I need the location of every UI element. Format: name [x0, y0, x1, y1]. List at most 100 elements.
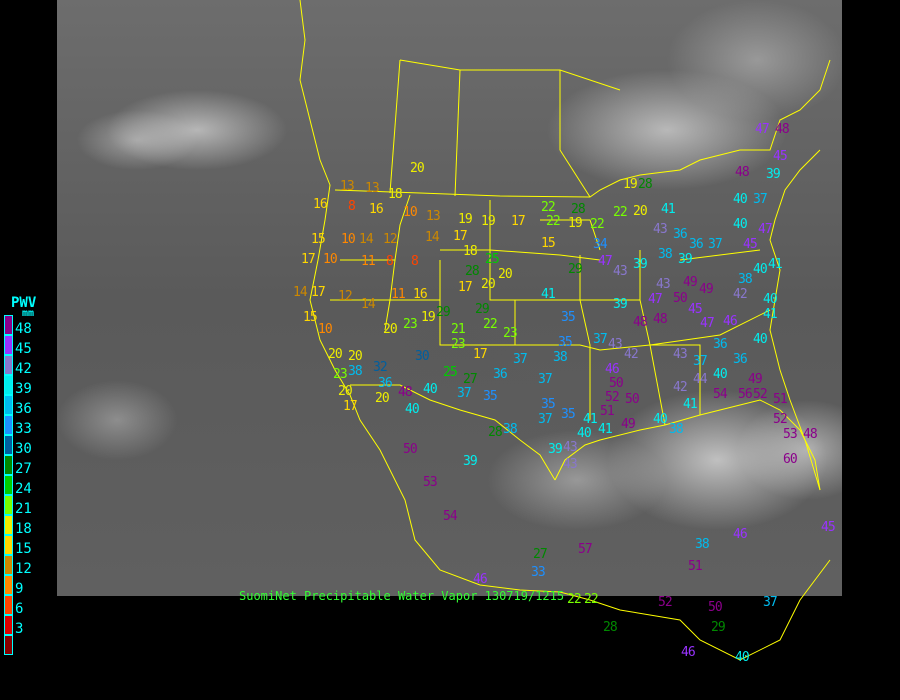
legend-swatch: [4, 555, 13, 575]
station-pwv-value: 39: [633, 257, 648, 272]
station-pwv-value: 49: [699, 282, 714, 297]
station-pwv-value: 52: [658, 595, 673, 610]
legend-label: 45: [15, 341, 32, 357]
station-pwv-value: 43: [563, 457, 578, 472]
legend-label: 42: [15, 361, 32, 377]
station-pwv-value: 29: [436, 305, 451, 320]
station-pwv-value: 40: [423, 382, 438, 397]
station-pwv-value: 17: [311, 285, 326, 300]
station-pwv-value: 36: [713, 337, 728, 352]
station-pwv-value: 57: [578, 542, 593, 557]
station-pwv-value: 13: [365, 181, 380, 196]
station-pwv-value: 10: [403, 205, 418, 220]
legend-swatch: [4, 495, 13, 515]
legend-swatch: [4, 335, 13, 355]
satellite-image: [57, 0, 842, 596]
station-pwv-value: 40: [733, 217, 748, 232]
station-pwv-value: 43: [608, 337, 623, 352]
station-pwv-value: 29: [568, 262, 583, 277]
station-pwv-value: 14: [361, 297, 376, 312]
station-pwv-value: 20: [338, 384, 353, 399]
station-pwv-value: 48: [633, 315, 648, 330]
legend-swatch: [4, 375, 13, 395]
us-canada-border: [334, 59, 831, 198]
legend-label: 39: [15, 381, 32, 397]
station-pwv-value: 37: [538, 412, 553, 427]
legend-swatch: [4, 515, 13, 535]
station-pwv-value: 27: [463, 372, 478, 387]
legend-label: 33: [15, 421, 32, 437]
station-pwv-value: 8: [411, 254, 419, 269]
state-line: [540, 219, 601, 251]
station-pwv-value: 40: [577, 426, 592, 441]
legend-label: 15: [15, 541, 32, 557]
station-pwv-value: 36: [673, 227, 688, 242]
station-pwv-value: 20: [348, 349, 363, 364]
station-pwv-value: 37: [457, 386, 472, 401]
legend-swatch: [4, 355, 13, 375]
station-pwv-value: 45: [743, 237, 758, 252]
station-pwv-value: 37: [763, 595, 778, 610]
station-pwv-value: 37: [593, 332, 608, 347]
station-pwv-value: 51: [773, 392, 788, 407]
map-caption: SuomiNet Precipitable Water Vapor 130719…: [239, 589, 565, 603]
station-pwv-value: 20: [375, 391, 390, 406]
station-pwv-value: 37: [693, 354, 708, 369]
station-pwv-value: 50: [403, 442, 418, 457]
station-pwv-value: 50: [673, 291, 688, 306]
station-pwv-value: 36: [378, 376, 393, 391]
station-pwv-value: 42: [673, 380, 688, 395]
station-pwv-value: 39: [766, 167, 781, 182]
station-pwv-value: 17: [343, 399, 358, 414]
station-pwv-value: 12: [383, 232, 398, 247]
legend-label: 48: [15, 321, 32, 337]
station-pwv-value: 13: [426, 209, 441, 224]
station-pwv-value: 36: [493, 367, 508, 382]
station-pwv-value: 20: [328, 347, 343, 362]
province-line: [559, 70, 591, 198]
station-pwv-value: 47: [598, 254, 613, 269]
state-line: [579, 255, 591, 420]
station-pwv-value: 47: [700, 316, 715, 331]
station-pwv-value: 12: [338, 289, 353, 304]
station-pwv-value: 43: [563, 440, 578, 455]
station-pwv-value: 37: [538, 372, 553, 387]
station-pwv-value: 20: [410, 161, 425, 176]
legend-label: 27: [15, 461, 32, 477]
station-pwv-value: 41: [598, 422, 613, 437]
station-pwv-value: 17: [301, 252, 316, 267]
station-pwv-value: 23: [333, 367, 348, 382]
station-pwv-value: 52: [753, 387, 768, 402]
station-pwv-value: 19: [421, 310, 436, 325]
west-coast: [299, 0, 831, 661]
station-pwv-value: 45: [688, 302, 703, 317]
legend-swatch: [4, 475, 13, 495]
station-pwv-value: 20: [383, 322, 398, 337]
station-pwv-value: 38: [658, 247, 673, 262]
station-pwv-value: 47: [648, 292, 663, 307]
station-pwv-value: 23: [503, 326, 518, 341]
station-pwv-value: 11: [361, 254, 376, 269]
station-pwv-value: 43: [653, 222, 668, 237]
station-pwv-value: 22: [541, 200, 556, 215]
station-pwv-value: 51: [688, 559, 703, 574]
station-pwv-value: 40: [405, 402, 420, 417]
station-pwv-value: 51: [600, 404, 615, 419]
station-pwv-value: 42: [733, 287, 748, 302]
station-pwv-value: 48: [653, 312, 668, 327]
legend-swatch: [4, 315, 13, 335]
station-pwv-value: 38: [695, 537, 710, 552]
station-pwv-value: 22: [590, 217, 605, 232]
station-pwv-value: 28: [638, 177, 653, 192]
station-pwv-value: 53: [783, 427, 798, 442]
station-pwv-value: 23: [451, 337, 466, 352]
station-pwv-value: 17: [458, 280, 473, 295]
station-pwv-value: 16: [313, 197, 328, 212]
station-pwv-value: 38: [553, 350, 568, 365]
station-pwv-value: 52: [605, 390, 620, 405]
state-line: [399, 59, 621, 91]
station-pwv-value: 39: [678, 252, 693, 267]
station-pwv-value: 16: [413, 287, 428, 302]
station-pwv-value: 45: [773, 149, 788, 164]
